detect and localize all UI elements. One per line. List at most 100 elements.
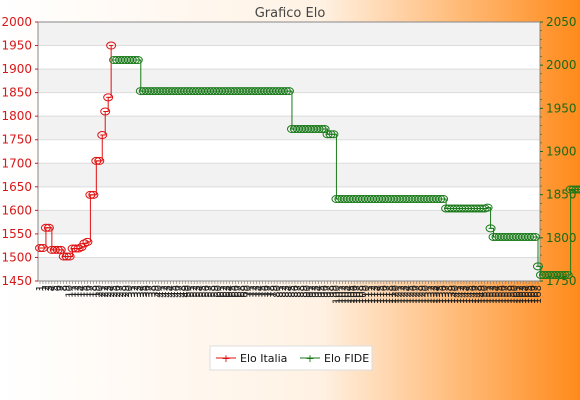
x-tick-label: 163 [518, 285, 529, 304]
x-tick-label: 139 [447, 285, 458, 304]
x-tick-label: 10 [65, 285, 76, 298]
x-tick-label: 131 [423, 285, 434, 304]
x-tick-label: 61 [216, 285, 227, 298]
x-tick-label: 4 [47, 285, 58, 291]
x-tick-label: 148 [474, 285, 485, 304]
right-tick-label: 1900 [546, 145, 577, 159]
left-tick-label: 1750 [1, 133, 32, 147]
x-tick-label: 126 [409, 285, 420, 304]
x-tick-label: 145 [465, 285, 476, 304]
x-tick-label: 82 [278, 285, 289, 298]
chart-legend: + Elo Italia + Elo FIDE [209, 345, 373, 371]
x-tick-label: 50 [183, 285, 194, 298]
x-tick-label: 151 [483, 285, 494, 304]
left-tick-label: 1450 [1, 274, 32, 288]
x-tick-label: 158 [503, 285, 514, 304]
x-tick-label: 30 [124, 285, 135, 298]
x-tick-label: 116 [379, 285, 390, 304]
x-tick-label: 100 [331, 285, 342, 304]
x-tick-label: 19 [91, 285, 102, 298]
x-tick-label: 28 [118, 285, 129, 298]
x-tick-label: 146 [468, 285, 479, 304]
x-tick-label: 106 [349, 285, 360, 304]
elo-italia-point [94, 156, 105, 165]
x-tick-label: 1 [35, 285, 46, 291]
x-tick-label: 42 [160, 285, 171, 298]
x-tick-label: 157 [500, 285, 511, 304]
x-tick-label: 105 [346, 285, 357, 304]
x-tick-label: 80 [272, 285, 283, 298]
x-tick-label: 97 [323, 285, 334, 298]
x-tick-label: 99 [328, 285, 339, 298]
x-tick-label: 48 [177, 285, 188, 298]
x-tick-label: 101 [334, 285, 345, 304]
x-tick-label: 154 [492, 285, 503, 304]
elo-italia-point [97, 131, 108, 140]
x-tick-label: 17 [85, 285, 96, 298]
grid-band [38, 210, 540, 234]
x-tick-label: 136 [438, 285, 449, 304]
x-tick-label: 138 [444, 285, 455, 304]
x-tick-label: 128 [414, 285, 425, 304]
x-tick-label: 88 [296, 285, 307, 298]
elo-fide-point [485, 224, 496, 233]
x-tick-label: 83 [281, 285, 292, 298]
grid-band [38, 69, 540, 93]
x-tick-label: 124 [403, 285, 414, 304]
x-tick-label: 66 [231, 285, 242, 298]
x-tick-label: 79 [269, 285, 280, 298]
x-tick-label: 60 [213, 285, 224, 298]
legend-italia-label: Elo Italia [240, 352, 287, 365]
x-tick-label: 38 [148, 285, 159, 298]
elo-fide-point [328, 130, 339, 139]
elo-fide-point [571, 185, 580, 194]
grid-band [38, 116, 540, 140]
x-tick-label: 56 [201, 285, 212, 298]
x-tick-label: 142 [456, 285, 467, 304]
x-tick-label: 113 [370, 285, 381, 304]
x-tick-label: 20 [94, 285, 105, 298]
x-tick-label: 160 [509, 285, 520, 304]
x-tick-label: 35 [139, 285, 150, 298]
x-tick-label: 92 [308, 285, 319, 298]
x-tick-label: 94 [314, 285, 325, 298]
x-tick-label: 65 [228, 285, 239, 298]
x-tick-label: 133 [429, 285, 440, 304]
x-tick-label: 84 [284, 285, 295, 298]
x-tick-label: 68 [237, 285, 248, 298]
x-tick-label: 103 [340, 285, 351, 304]
elo-italia-point [64, 252, 75, 261]
x-tick-label: 119 [388, 285, 399, 304]
x-tick-label: 13 [74, 285, 85, 298]
x-tick-label: 120 [391, 285, 402, 304]
x-tick-label: 122 [397, 285, 408, 304]
x-tick-label: 31 [127, 285, 138, 298]
legend-italia-marker: + [221, 352, 230, 365]
x-tick-label: 39 [151, 285, 162, 298]
x-tick-label: 43 [162, 285, 173, 298]
x-tick-label: 109 [358, 285, 369, 304]
x-tick-label: 40 [154, 285, 165, 298]
x-tick-label: 44 [165, 285, 176, 298]
x-tick-label: 15 [79, 285, 90, 298]
x-tick-label: 165 [524, 285, 535, 304]
elo-fide-point [132, 55, 143, 64]
left-tick-label: 1600 [1, 203, 32, 217]
x-tick-label: 132 [426, 285, 437, 304]
left-tick-label: 1500 [1, 250, 32, 264]
x-tick-label: 155 [494, 285, 505, 304]
x-tick-label: 72 [248, 285, 259, 298]
right-tick-label: 2000 [546, 58, 577, 72]
x-tick-label: 168 [533, 285, 544, 304]
x-tick-label: 58 [207, 285, 218, 298]
x-tick-label: 26 [112, 285, 123, 298]
left-tick-label: 1700 [1, 156, 32, 170]
x-tick-label: 77 [263, 285, 274, 298]
grid-band [38, 163, 540, 187]
x-tick-label: 111 [364, 285, 375, 304]
left-tick-label: 2000 [1, 15, 32, 29]
x-tick-label: 9 [62, 285, 73, 291]
x-tick-label: 112 [367, 285, 378, 304]
x-tick-label: 14 [77, 285, 88, 298]
